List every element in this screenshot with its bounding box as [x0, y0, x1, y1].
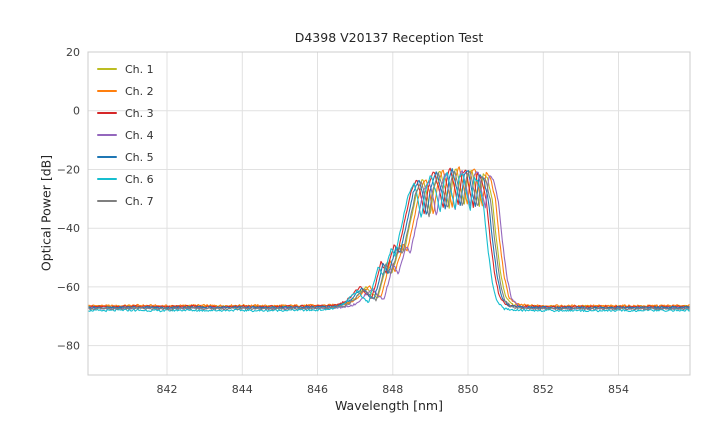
legend-item: Ch. 3 [97, 102, 154, 124]
x-tick-label: 848 [382, 383, 403, 396]
y-tick-label: −20 [57, 164, 80, 177]
legend-label: Ch. 3 [125, 106, 154, 120]
x-tick-label: 844 [232, 383, 253, 396]
series-line-5 [88, 168, 690, 310]
legend-label: Ch. 7 [125, 194, 154, 208]
legend-item: Ch. 7 [97, 190, 154, 212]
legend-item: Ch. 5 [97, 146, 154, 168]
legend-swatch [97, 68, 117, 70]
legend-swatch [97, 90, 117, 92]
series-line-2 [88, 166, 690, 308]
legend-swatch [97, 178, 117, 180]
y-tick-label: −60 [57, 281, 80, 294]
legend-item: Ch. 1 [97, 58, 154, 80]
legend-item: Ch. 4 [97, 124, 154, 146]
legend-swatch [97, 200, 117, 202]
legend-item: Ch. 6 [97, 168, 154, 190]
legend-swatch [97, 112, 117, 114]
legend-label: Ch. 5 [125, 150, 154, 164]
y-axis-label: Optical Power [dB] [38, 154, 54, 272]
series-line-7 [88, 170, 690, 311]
x-tick-label: 842 [157, 383, 178, 396]
legend-label: Ch. 2 [125, 84, 154, 98]
legend: Ch. 1 Ch. 2 Ch. 3 Ch. 4 Ch. 5 Ch. 6 Ch. … [97, 58, 154, 212]
legend-swatch [97, 134, 117, 136]
y-tick-label: −80 [57, 340, 80, 353]
y-tick-label: −40 [57, 222, 80, 235]
y-tick-label: 20 [66, 46, 80, 59]
y-tick-label: 0 [73, 105, 80, 118]
legend-item: Ch. 2 [97, 80, 154, 102]
series-line-6 [88, 171, 690, 313]
legend-label: Ch. 4 [125, 128, 154, 142]
x-tick-label: 850 [458, 383, 479, 396]
legend-label: Ch. 6 [125, 172, 154, 186]
x-tick-label: 854 [608, 383, 629, 396]
plot-border [87, 51, 691, 376]
x-tick-label: 852 [533, 383, 554, 396]
chart-title: D4398 V20137 Reception Test [294, 30, 484, 45]
series-line-4 [88, 170, 690, 310]
x-tick-label: 846 [307, 383, 328, 396]
legend-label: Ch. 1 [125, 62, 154, 76]
x-axis-label: Wavelength [nm] [335, 398, 443, 413]
legend-swatch [97, 156, 117, 158]
